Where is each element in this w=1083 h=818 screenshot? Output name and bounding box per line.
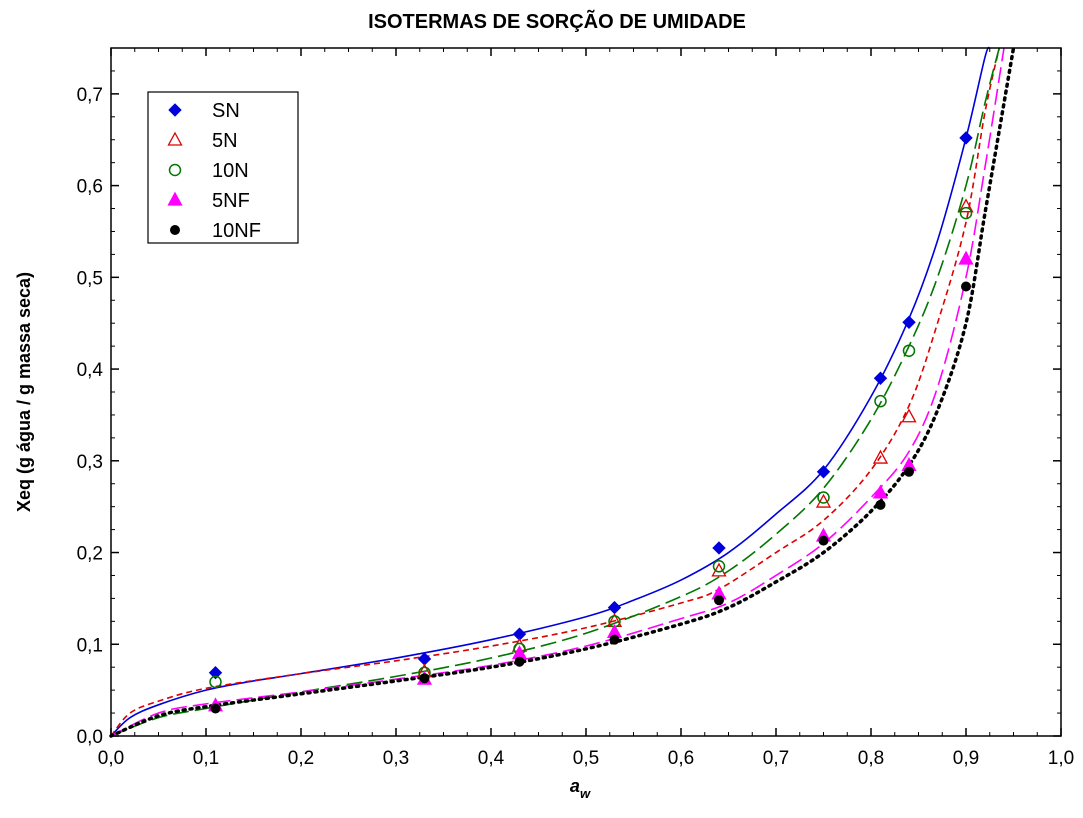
legend-label-sn: SN xyxy=(212,100,240,122)
legend-marker-10n xyxy=(168,163,182,177)
legend-label-10nf: 10NF xyxy=(212,220,261,242)
point-10nf xyxy=(875,499,886,510)
point-10nf xyxy=(609,634,620,645)
y-tick-label: 0,6 xyxy=(77,177,103,198)
legend-marker-5n xyxy=(167,131,183,146)
legend-label-5n: 5N xyxy=(212,130,238,152)
legend-marker-5nf xyxy=(167,191,183,206)
fit-curve-10nf xyxy=(109,46,1016,738)
point-10nf xyxy=(514,656,525,667)
x-tick-label: 0,9 xyxy=(953,748,979,769)
point-5n xyxy=(901,408,917,423)
point-10n xyxy=(712,560,726,573)
legend-marker-10nf xyxy=(170,225,180,235)
point-5n xyxy=(872,449,889,464)
x-tick-label: 0,2 xyxy=(288,748,314,769)
legend-label-5nf: 5NF xyxy=(212,190,250,212)
x-axis-label-sub: w xyxy=(580,786,591,801)
point-10nf xyxy=(210,703,221,714)
point-10nf xyxy=(818,535,829,546)
point-10n xyxy=(817,491,830,504)
legend-box xyxy=(147,91,299,244)
legend-label-10n: 10N xyxy=(212,160,249,182)
y-tick-label: 0,5 xyxy=(77,268,103,289)
y-tick-label: 0,3 xyxy=(77,452,103,473)
point-10nf xyxy=(714,595,724,606)
chart-title: ISOTERMAS DE SORÇÃO DE UMIDADE xyxy=(368,10,746,33)
y-tick-label: 0,0 xyxy=(77,727,103,748)
x-tick-label: 0,8 xyxy=(858,748,884,769)
legend-marker-sn xyxy=(168,103,182,117)
point-sn xyxy=(417,652,432,666)
x-tick-label: 1,0 xyxy=(1048,748,1074,769)
point-10nf xyxy=(419,673,430,684)
point-10n xyxy=(902,344,916,357)
point-sn xyxy=(208,665,223,680)
y-tick-label: 0,4 xyxy=(77,360,104,381)
point-sn xyxy=(712,541,726,555)
x-tick-label: 0,0 xyxy=(98,748,124,769)
y-tick-label: 0,1 xyxy=(77,635,103,656)
y-tick-label: 0,2 xyxy=(77,544,103,565)
x-axis-label: aw xyxy=(570,776,591,801)
x-tick-label: 0,7 xyxy=(763,748,789,769)
point-10n xyxy=(874,394,887,408)
point-10nf xyxy=(961,281,971,292)
x-tick-label: 0,3 xyxy=(383,748,409,769)
point-5n xyxy=(958,198,974,213)
point-10n xyxy=(209,675,222,689)
legend: SN 5N 10N 5NF 10NF xyxy=(147,91,299,244)
point-sn xyxy=(873,371,888,385)
x-tick-label: 0,5 xyxy=(573,748,599,769)
point-sn xyxy=(607,600,622,615)
y-axis-label: Xeq (g água / g massa seca) xyxy=(14,272,34,512)
point-5nf xyxy=(958,250,974,265)
point-10n xyxy=(959,206,973,220)
fit-curve-5nf xyxy=(110,47,1005,737)
point-10nf xyxy=(904,466,914,477)
point-5nf xyxy=(872,484,889,499)
x-tick-label: 0,4 xyxy=(478,748,505,769)
x-tick-label: 0,6 xyxy=(668,748,694,769)
x-axis-label-main: a xyxy=(570,776,580,796)
fit-curve-sn xyxy=(110,46,991,737)
point-sn xyxy=(959,131,973,145)
y-tick-label: 0,7 xyxy=(77,85,103,106)
point-sn xyxy=(902,315,916,329)
x-tick-label: 0,1 xyxy=(193,748,219,769)
point-sn xyxy=(816,465,831,479)
